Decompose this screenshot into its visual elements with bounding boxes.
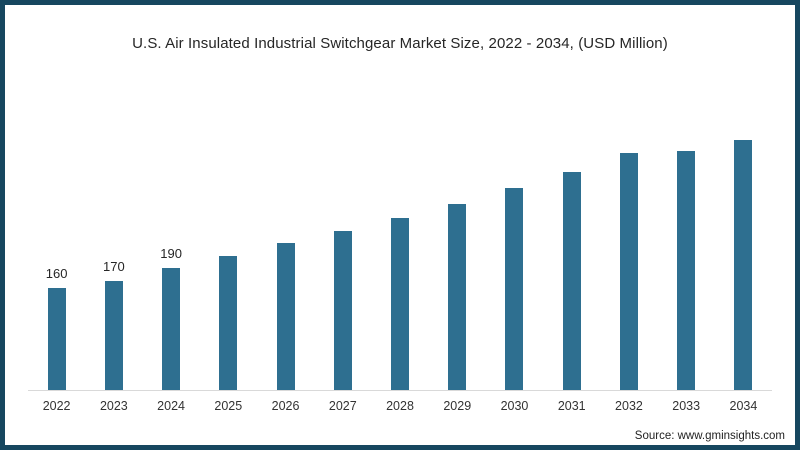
bar-column — [543, 121, 600, 390]
bar-value-label: 160 — [45, 265, 68, 281]
bar-column: 160 — [28, 121, 85, 390]
bar — [162, 268, 181, 390]
bar-column: 170 — [85, 121, 142, 390]
x-tick-label: 2031 — [557, 399, 586, 413]
bar — [505, 188, 524, 390]
chart-title: U.S. Air Insulated Industrial Switchgear… — [132, 35, 668, 52]
x-tick-label: 2026 — [271, 399, 300, 413]
bar-column — [600, 121, 657, 390]
plot-area: 160 170 190 — [28, 121, 772, 391]
bar-column — [200, 121, 257, 390]
x-tick-label: 2032 — [615, 399, 643, 413]
bar — [448, 203, 467, 390]
bar-column: 190 — [142, 121, 199, 390]
x-tick-label: 2034 — [729, 399, 758, 413]
x-tick-label: 2030 — [500, 399, 529, 413]
x-tick-label: 2033 — [672, 399, 701, 413]
x-tick-label: 2029 — [443, 399, 472, 413]
bar — [333, 231, 352, 390]
x-tick-label: 2024 — [157, 399, 185, 413]
x-tick-label: 2028 — [386, 399, 414, 413]
x-tick-label: 2023 — [99, 399, 128, 413]
bar-column — [371, 121, 428, 390]
x-tick-label: 2025 — [214, 399, 243, 413]
bar — [677, 150, 696, 390]
bar-column — [257, 121, 314, 390]
source-credit: Source: www.gminsights.com — [634, 430, 785, 442]
bar-column — [486, 121, 543, 390]
bar — [219, 255, 238, 390]
bar-column — [429, 121, 486, 390]
bar — [391, 217, 410, 390]
bar — [619, 153, 638, 390]
x-tick-label: 2027 — [328, 399, 357, 413]
bar-column — [314, 121, 371, 390]
bar-value-label: 190 — [160, 246, 182, 262]
bar-column — [658, 121, 715, 390]
x-tick-label: 2022 — [42, 399, 71, 413]
bar — [276, 243, 295, 390]
bar — [562, 172, 581, 390]
bar-column — [715, 121, 772, 390]
bar — [734, 140, 753, 390]
bar-value-label: 170 — [103, 259, 125, 275]
bar — [47, 287, 66, 390]
x-axis-labels: 2022 2023 2024 2025 2026 2027 2028 2029 2030 2031… — [28, 391, 772, 413]
bar — [104, 281, 123, 390]
